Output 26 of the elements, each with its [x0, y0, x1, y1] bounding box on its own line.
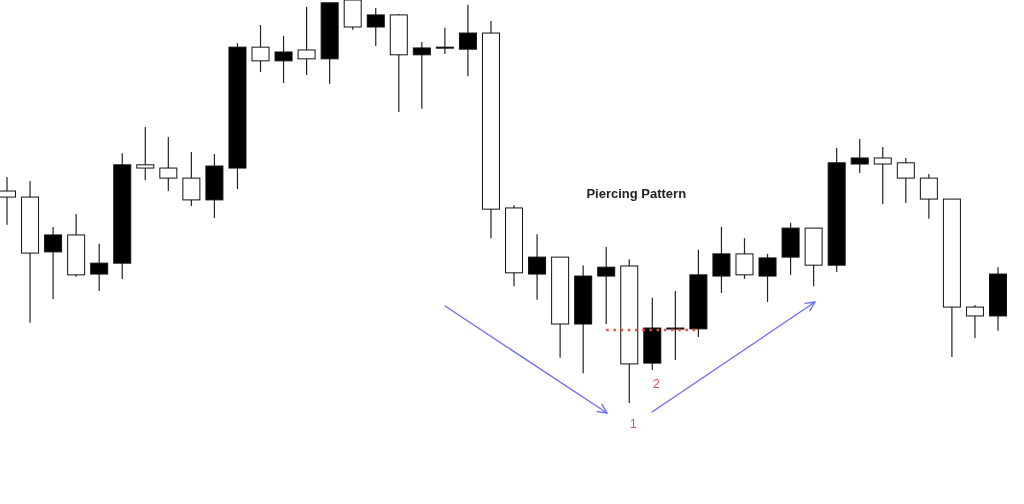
candlestick: [251, 24, 270, 73]
candlestick: [90, 243, 109, 292]
candlestick: [136, 126, 155, 181]
candlestick: [666, 290, 685, 361]
candlestick: [435, 27, 454, 55]
candlestick: [758, 253, 777, 303]
text: 1: [629, 417, 637, 431]
candlestick: [873, 146, 892, 205]
annotation: 2: [652, 376, 660, 391]
candlestick: [44, 226, 63, 300]
candlestick: [274, 35, 293, 84]
candlestick: [735, 237, 754, 280]
candlestick: [597, 246, 616, 325]
candlestick: [182, 151, 201, 207]
candlestick: [458, 4, 477, 77]
candlestick: [965, 304, 984, 339]
candlestick: [896, 157, 915, 204]
candlestick: [919, 173, 938, 220]
candlestick: [297, 6, 316, 76]
candlestick: [528, 233, 547, 301]
candlestick: [412, 41, 431, 110]
annotation: Piercing Pattern: [586, 186, 687, 201]
candlestick: [712, 226, 731, 294]
candlestick: [850, 138, 869, 174]
candlestick: [159, 136, 178, 192]
candlestick: [366, 7, 385, 47]
